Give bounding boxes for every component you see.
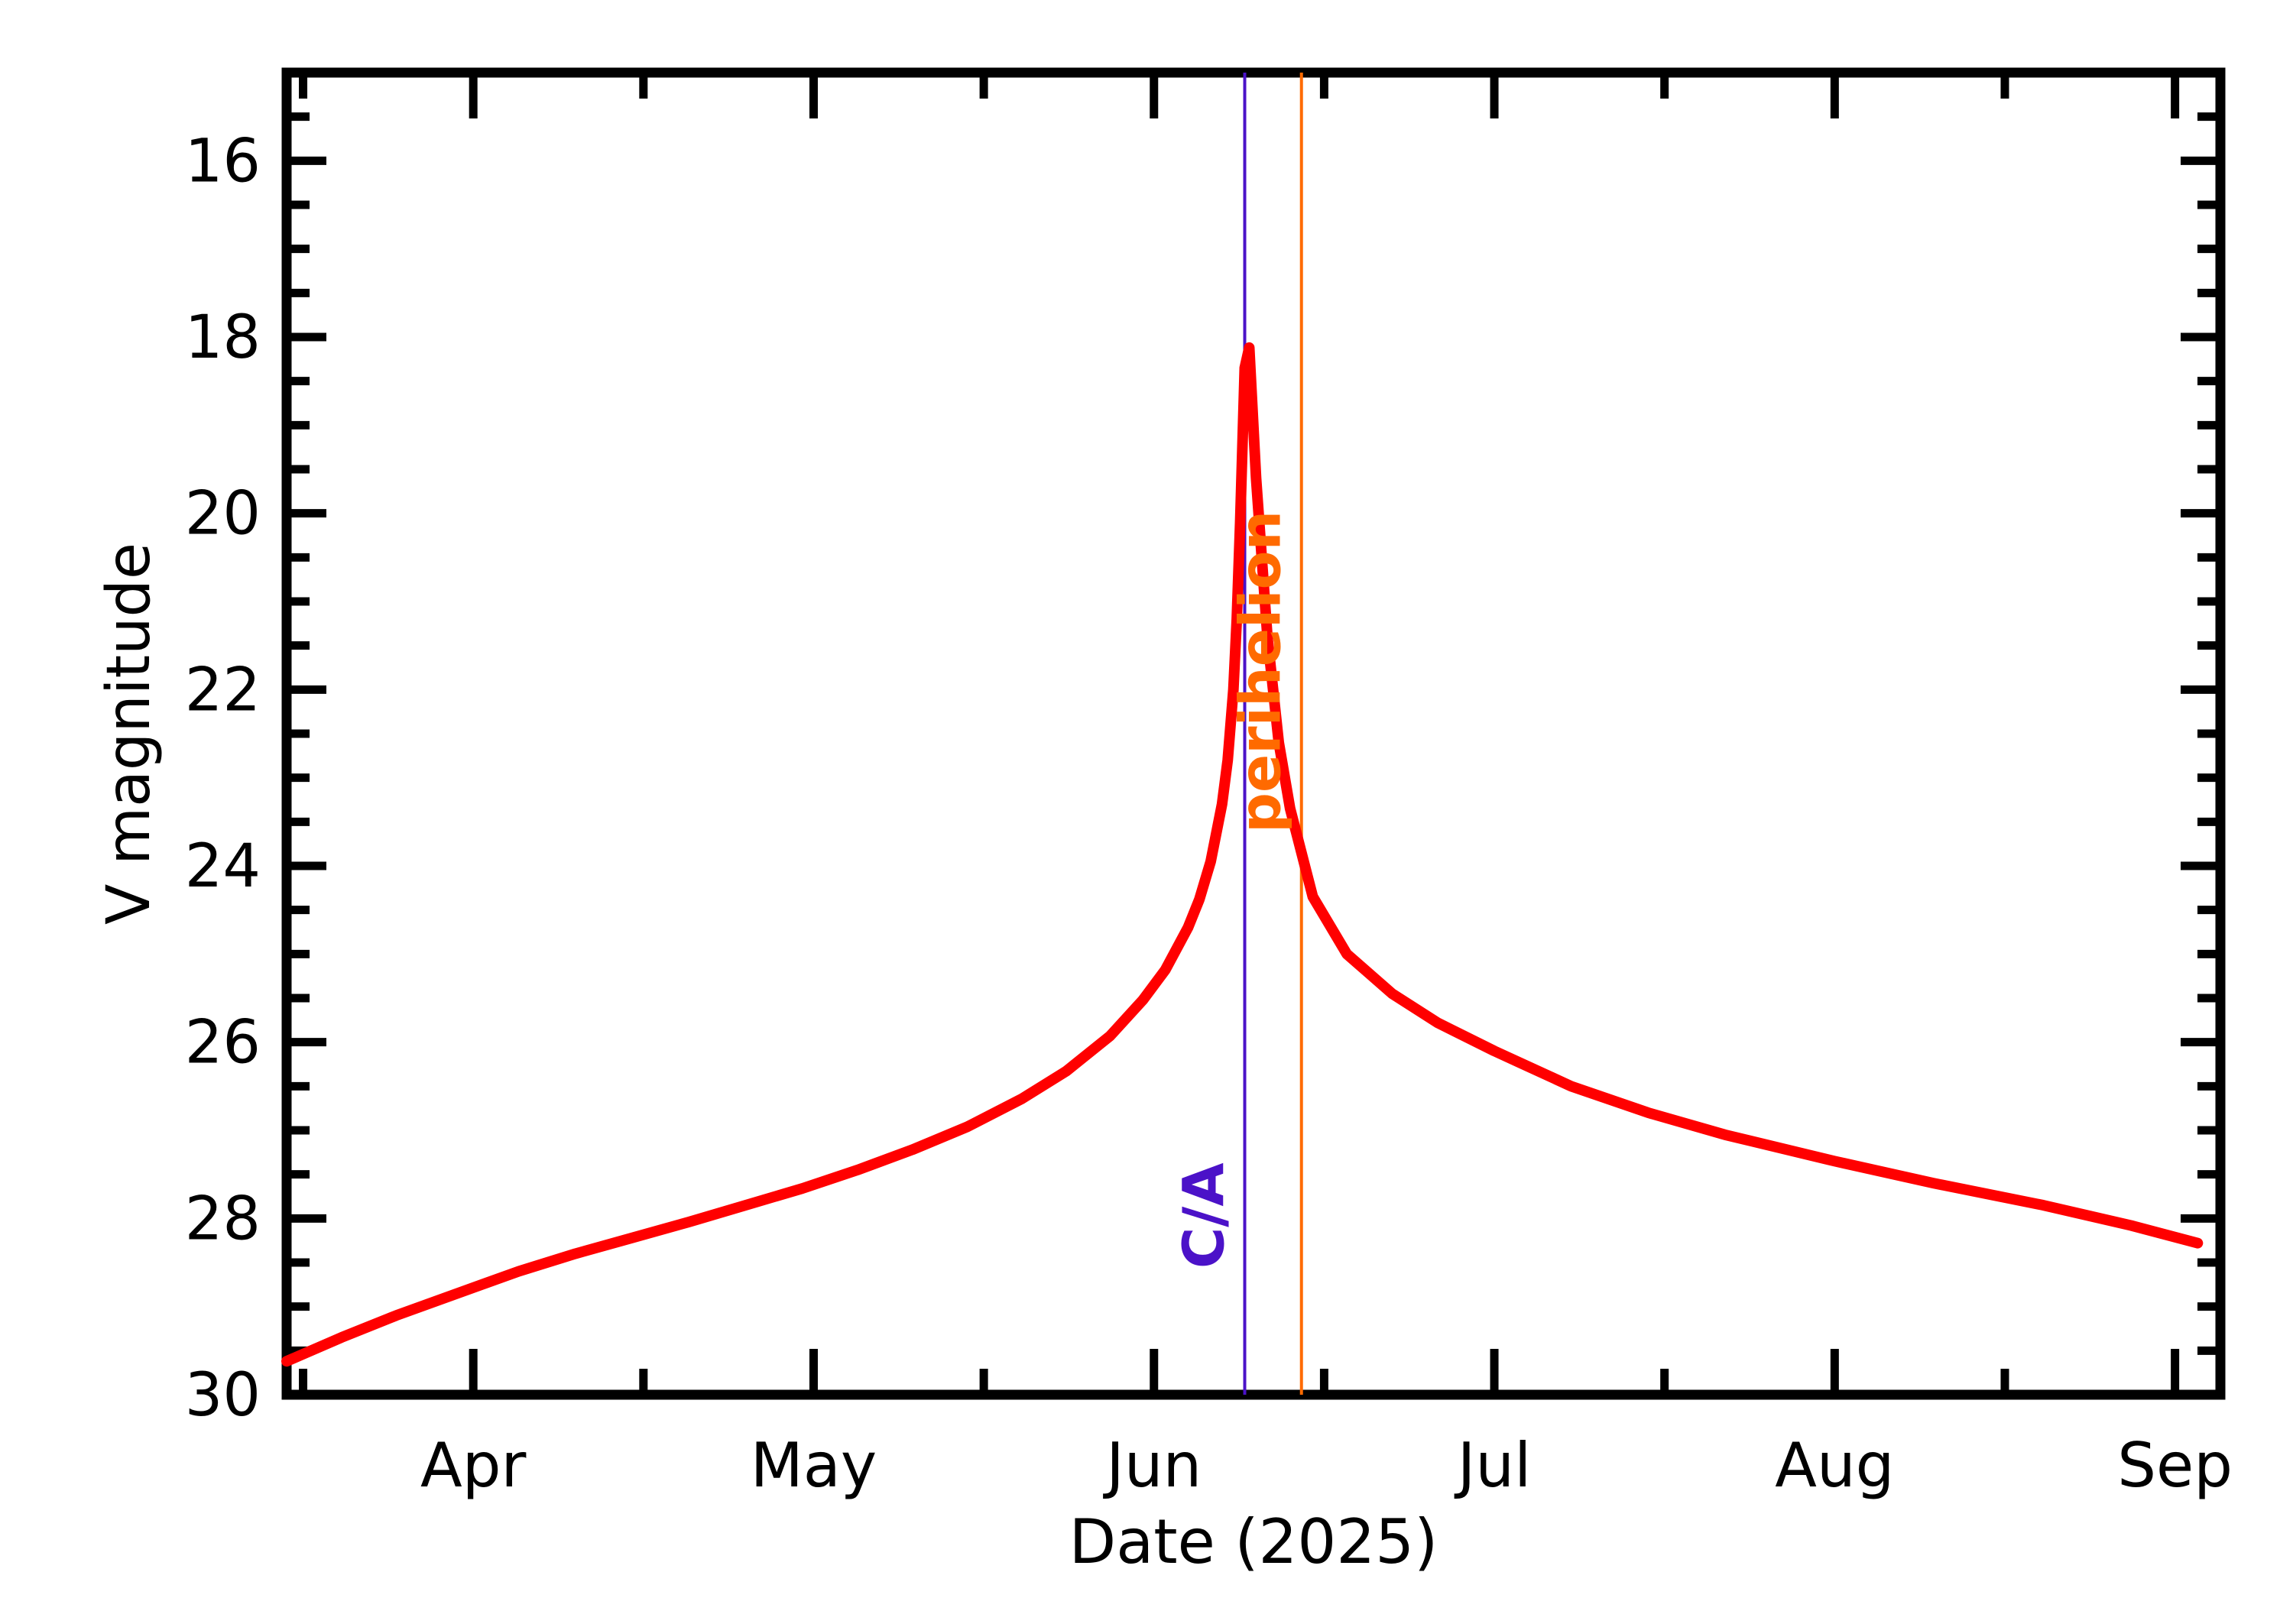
y-axis-title: V magnitude [95,543,164,925]
x-tick-label: Apr [420,1430,527,1501]
x-axis-ticks [299,73,2180,1395]
y-axis-tick-labels: 16 18 20 22 24 26 28 30 [185,127,261,1430]
x-tick-label: May [751,1430,877,1501]
data-series-group [281,342,2204,1367]
y-tick-label: 20 [185,480,261,549]
y-tick-label: 18 [185,303,261,372]
y-tick-label: 16 [185,127,261,196]
y-tick-label: 28 [185,1185,261,1253]
x-tick-label: Jun [1102,1430,1202,1501]
y-tick-label: 22 [185,656,261,724]
perihelion-label: perihelion [1228,511,1294,833]
annotation-text-labels: C/A perihelion [1172,511,1294,1269]
x-axis-tick-labels: Apr May Jun Jul Aug Sep [420,1430,2233,1501]
x-axis-title: Date (2025) [1069,1506,1438,1577]
x-tick-label: Sep [2117,1430,2233,1501]
v-magnitude-curve [281,342,2204,1367]
x-tick-label: Aug [1775,1430,1894,1501]
y-tick-label: 30 [185,1361,261,1430]
y-tick-label: 24 [185,832,261,901]
x-tick-label: Jul [1454,1430,1532,1501]
y-tick-label: 26 [185,1009,261,1078]
close-approach-label: C/A [1172,1162,1237,1269]
annotation-vlines [1243,73,1303,1395]
